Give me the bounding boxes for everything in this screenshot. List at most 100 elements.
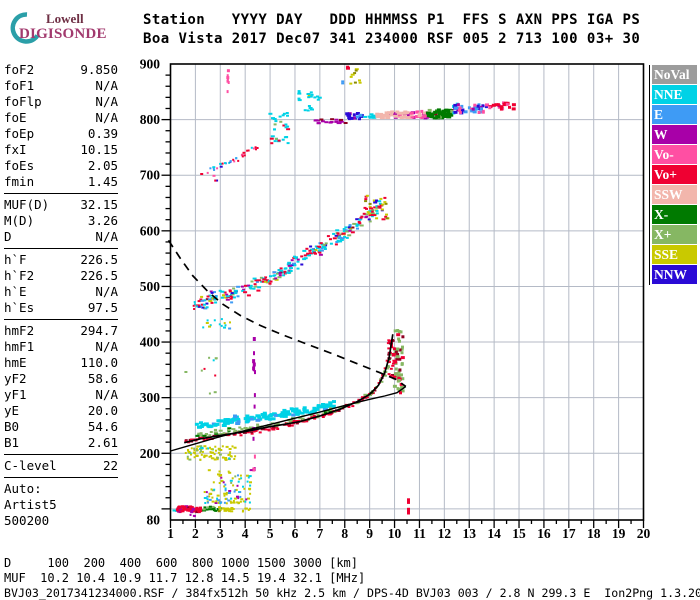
param-row: foEs 2.05: [4, 158, 118, 174]
x-tick-label: 14: [487, 526, 501, 541]
legend-item-x+: X+: [652, 225, 697, 244]
header-column-labels: Station YYYY DAY DDD HHMMSS P1 FFS S AXN…: [143, 12, 641, 28]
legend-item-sse: SSE: [652, 245, 697, 264]
cluster-hop3-chain-low: [200, 171, 219, 182]
characteristics-panel: foF2 9.850 foF1 N/A foFlp N/A foE N/A foEp 0.39 fx…: [4, 62, 118, 535]
file-info-footer: BVJ03_2017341234000.RSF / 384fx512h 50 k…: [4, 586, 700, 600]
param-row: foF1 N/A: [4, 78, 118, 94]
cluster-band-pink: [409, 109, 430, 120]
x-tick-label: 13: [462, 526, 476, 541]
param-value: N/A: [95, 387, 118, 402]
param-label: foFlp: [4, 94, 42, 109]
param-value: 0.39: [87, 126, 118, 141]
param-row: B1 2.61: [4, 435, 118, 451]
param-row: foF2 9.850: [4, 62, 118, 78]
param-label: Auto:: [4, 481, 42, 496]
legend-item-w: W: [652, 125, 697, 144]
cluster-hop3-cyan-clumps: [268, 112, 291, 145]
x-tick-label: 18: [587, 526, 601, 541]
cluster-es-yellow: [217, 506, 235, 513]
param-label: h`Es: [4, 300, 35, 315]
param-value: N/A: [95, 339, 118, 354]
cluster-under-trace-yellow: [184, 445, 237, 461]
param-label: fmin: [4, 174, 35, 189]
param-row: foEp 0.39: [4, 126, 118, 142]
param-value: 1.45: [87, 174, 118, 189]
param-value: 32.15: [80, 197, 118, 212]
param-label: h`F2: [4, 268, 35, 283]
param-row: D N/A: [4, 229, 118, 245]
param-value: 58.6: [87, 371, 118, 386]
x-tick-label: 3: [217, 526, 224, 541]
param-row: B0 54.6: [4, 419, 118, 435]
param-label: foEs: [4, 158, 35, 173]
cluster-band-w-dashes: [313, 118, 348, 125]
x-tick-label: 16: [537, 526, 551, 541]
param-value: 97.5: [87, 300, 118, 315]
x-tick-label: 17: [562, 526, 576, 541]
cluster-mid-sparse-dots: [184, 356, 218, 395]
cluster-hop2-below-sparse: [202, 318, 232, 330]
cluster-band-salmon: [375, 110, 412, 120]
param-row: foE N/A: [4, 110, 118, 126]
param-label: hmF2: [4, 323, 35, 338]
y-tick-label: 900: [140, 57, 161, 72]
param-label: h`E: [4, 284, 27, 299]
param-row: h`F 226.5: [4, 252, 118, 268]
legend-item-e: E: [652, 105, 697, 124]
legend-item-nne: NNE: [652, 85, 697, 104]
param-row: yE 20.0: [4, 403, 118, 419]
distance-scale-row: D 100 200 400 600 800 1000 1500 3000 [km…: [4, 556, 359, 570]
cluster-hop2-tail-top: [363, 194, 390, 221]
cluster-band-cyan-dash: [363, 113, 377, 119]
param-label: foF1: [4, 78, 35, 93]
param-label: hmE: [4, 355, 27, 370]
param-group: h`F 226.5 h`F2 226.5 h`E N/A h`Es 97.5: [4, 252, 118, 320]
param-row: yF2 58.6: [4, 371, 118, 387]
x-tick-label: 11: [413, 526, 426, 541]
param-label: Artist5: [4, 497, 57, 512]
marker-layer: [407, 498, 410, 515]
x-tick-label: 2: [192, 526, 199, 541]
param-label: MUF(D): [4, 197, 50, 212]
cluster-hop3-chain: [209, 146, 259, 171]
y-tick-label: 600: [140, 223, 161, 238]
param-row: h`E N/A: [4, 284, 118, 300]
param-row: hmF1 N/A: [4, 339, 118, 355]
y-tick-label: 400: [140, 335, 161, 350]
param-row: hmE 110.0: [4, 355, 118, 371]
param-label: hmF1: [4, 339, 35, 354]
param-value: 226.5: [80, 268, 118, 283]
cluster-top-blue-dot: [341, 80, 345, 85]
cluster-hop2-start-sparse: [192, 301, 200, 310]
legend-item-vo-: Vo-: [652, 145, 697, 164]
cluster-f-trace-cyan: [194, 400, 336, 429]
param-label: 500200: [4, 513, 50, 528]
param-value: 9.850: [80, 62, 118, 77]
x-tick-label: 4: [242, 526, 249, 541]
cluster-es-cloud: [203, 469, 253, 505]
param-value: N/A: [95, 284, 118, 299]
param-row: M(D) 3.26: [4, 213, 118, 229]
param-group: C-level 22: [4, 458, 118, 478]
y-tick-label: 80: [147, 513, 161, 528]
x-tick-label: 1: [167, 526, 174, 541]
param-group: foF2 9.850 foF1 N/A foFlp N/A foE N/A foEp 0.39 fx…: [4, 62, 118, 194]
param-row: hmF2 294.7: [4, 323, 118, 339]
param-value: N/A: [95, 94, 118, 109]
param-value: N/A: [95, 229, 118, 244]
cluster-band-blue: [345, 112, 364, 121]
param-value: 54.6: [87, 419, 118, 434]
param-label: fxI: [4, 142, 27, 157]
param-value: N/A: [95, 110, 118, 125]
logo-line2: DIGISONDE: [19, 26, 107, 42]
x-tick-label: 8: [341, 526, 348, 541]
param-row: foFlp N/A: [4, 94, 118, 110]
y-tick-label: 700: [140, 168, 161, 183]
cluster-es-green: [202, 505, 223, 512]
param-row: h`F2 226.5: [4, 268, 118, 284]
lowell-digisonde-logo: Lowell DIGISONDE: [6, 5, 136, 55]
legend-item-x-: X-: [652, 205, 697, 224]
legend-item-ssw: SSW: [652, 185, 697, 204]
